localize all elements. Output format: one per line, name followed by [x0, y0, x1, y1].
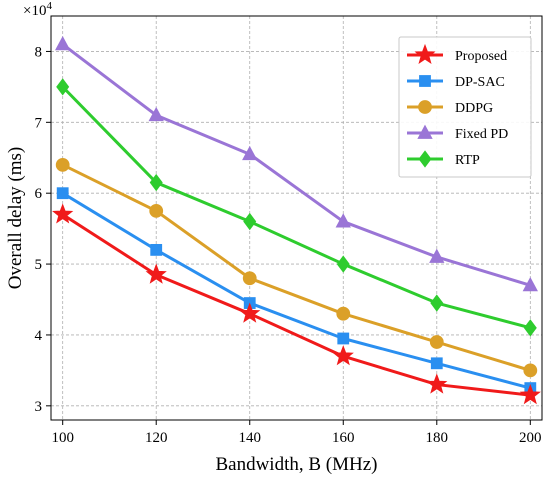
data-point — [145, 263, 167, 284]
data-point — [519, 384, 541, 405]
series-rtp — [56, 78, 537, 337]
legend-marker — [418, 150, 432, 168]
data-point — [523, 363, 538, 378]
data-point — [52, 203, 74, 224]
legend-label: RTP — [455, 153, 480, 168]
series-line — [61, 213, 531, 397]
y-axis-exponent: ×104 — [23, 0, 52, 19]
legend-marker — [418, 100, 432, 114]
legend: Proposed DP-SAC DDPG Fixed PD RTP — [398, 36, 532, 178]
legend-item: Proposed — [407, 43, 507, 65]
legend-item: DDPG — [407, 100, 493, 116]
legend-label: Fixed PD — [455, 127, 508, 142]
data-point — [430, 294, 444, 312]
series-dp-sac — [56, 187, 537, 395]
series-line — [61, 43, 531, 287]
series-proposed — [52, 203, 541, 405]
y-tick-label: 8 — [35, 44, 43, 60]
x-tick-label: 120 — [145, 430, 168, 446]
legend-marker — [417, 124, 433, 139]
x-tick-label: 200 — [519, 430, 542, 446]
legend-label: DP-SAC — [455, 75, 505, 90]
x-tick-label: 140 — [238, 430, 261, 446]
data-point — [429, 248, 445, 263]
series-fixed-pd — [55, 36, 538, 292]
y-tick-label: 5 — [35, 257, 43, 273]
series-line — [61, 191, 531, 390]
data-point — [150, 243, 163, 256]
data-point — [332, 345, 354, 366]
data-point — [56, 187, 69, 200]
y-tick-label: 6 — [35, 186, 43, 202]
x-tick-label: 160 — [332, 430, 355, 446]
data-point — [148, 106, 164, 122]
legend-marker — [419, 75, 431, 87]
y-axis: 3 4 5 6 7 8 — [35, 44, 51, 415]
plot-frame — [50, 15, 543, 421]
data-point — [426, 373, 448, 394]
legend-label: DDPG — [455, 101, 493, 116]
x-axis: 100 120 140 160 180 200 — [51, 420, 542, 446]
data-point — [523, 319, 537, 337]
data-point — [149, 204, 164, 218]
series-ddpg — [55, 157, 538, 378]
data-point — [522, 276, 538, 292]
y-tick-label: 7 — [35, 115, 43, 131]
series-line — [61, 85, 531, 330]
legend-box — [398, 36, 532, 178]
data-point — [335, 213, 351, 228]
data-point — [56, 78, 70, 96]
x-axis-label: Bandwidth, B (MHz) — [215, 454, 377, 475]
data-point — [242, 145, 258, 161]
data-point — [149, 173, 163, 192]
data-point — [55, 157, 70, 172]
data-point — [336, 306, 351, 321]
data-point — [430, 357, 443, 370]
data-point — [239, 302, 261, 323]
y-tick-label: 3 — [35, 399, 43, 415]
y-axis-label: Overall delay (ms) — [5, 147, 26, 289]
data-point — [55, 36, 71, 51]
legend-item: DP-SAC — [407, 75, 505, 90]
data-point — [242, 271, 257, 286]
data-point — [336, 255, 350, 273]
x-tick-label: 180 — [426, 430, 449, 446]
y-tick-label: 4 — [35, 328, 43, 344]
legend-item: RTP — [407, 150, 480, 168]
series-line — [62, 163, 531, 372]
legend-marker — [414, 43, 436, 65]
legend-label: Proposed — [455, 49, 507, 64]
series-layer — [52, 36, 541, 405]
x-tick-label: 100 — [51, 430, 74, 446]
data-point — [243, 212, 257, 231]
data-point — [429, 335, 444, 349]
legend-item: Fixed PD — [407, 124, 508, 142]
data-point — [337, 332, 350, 345]
